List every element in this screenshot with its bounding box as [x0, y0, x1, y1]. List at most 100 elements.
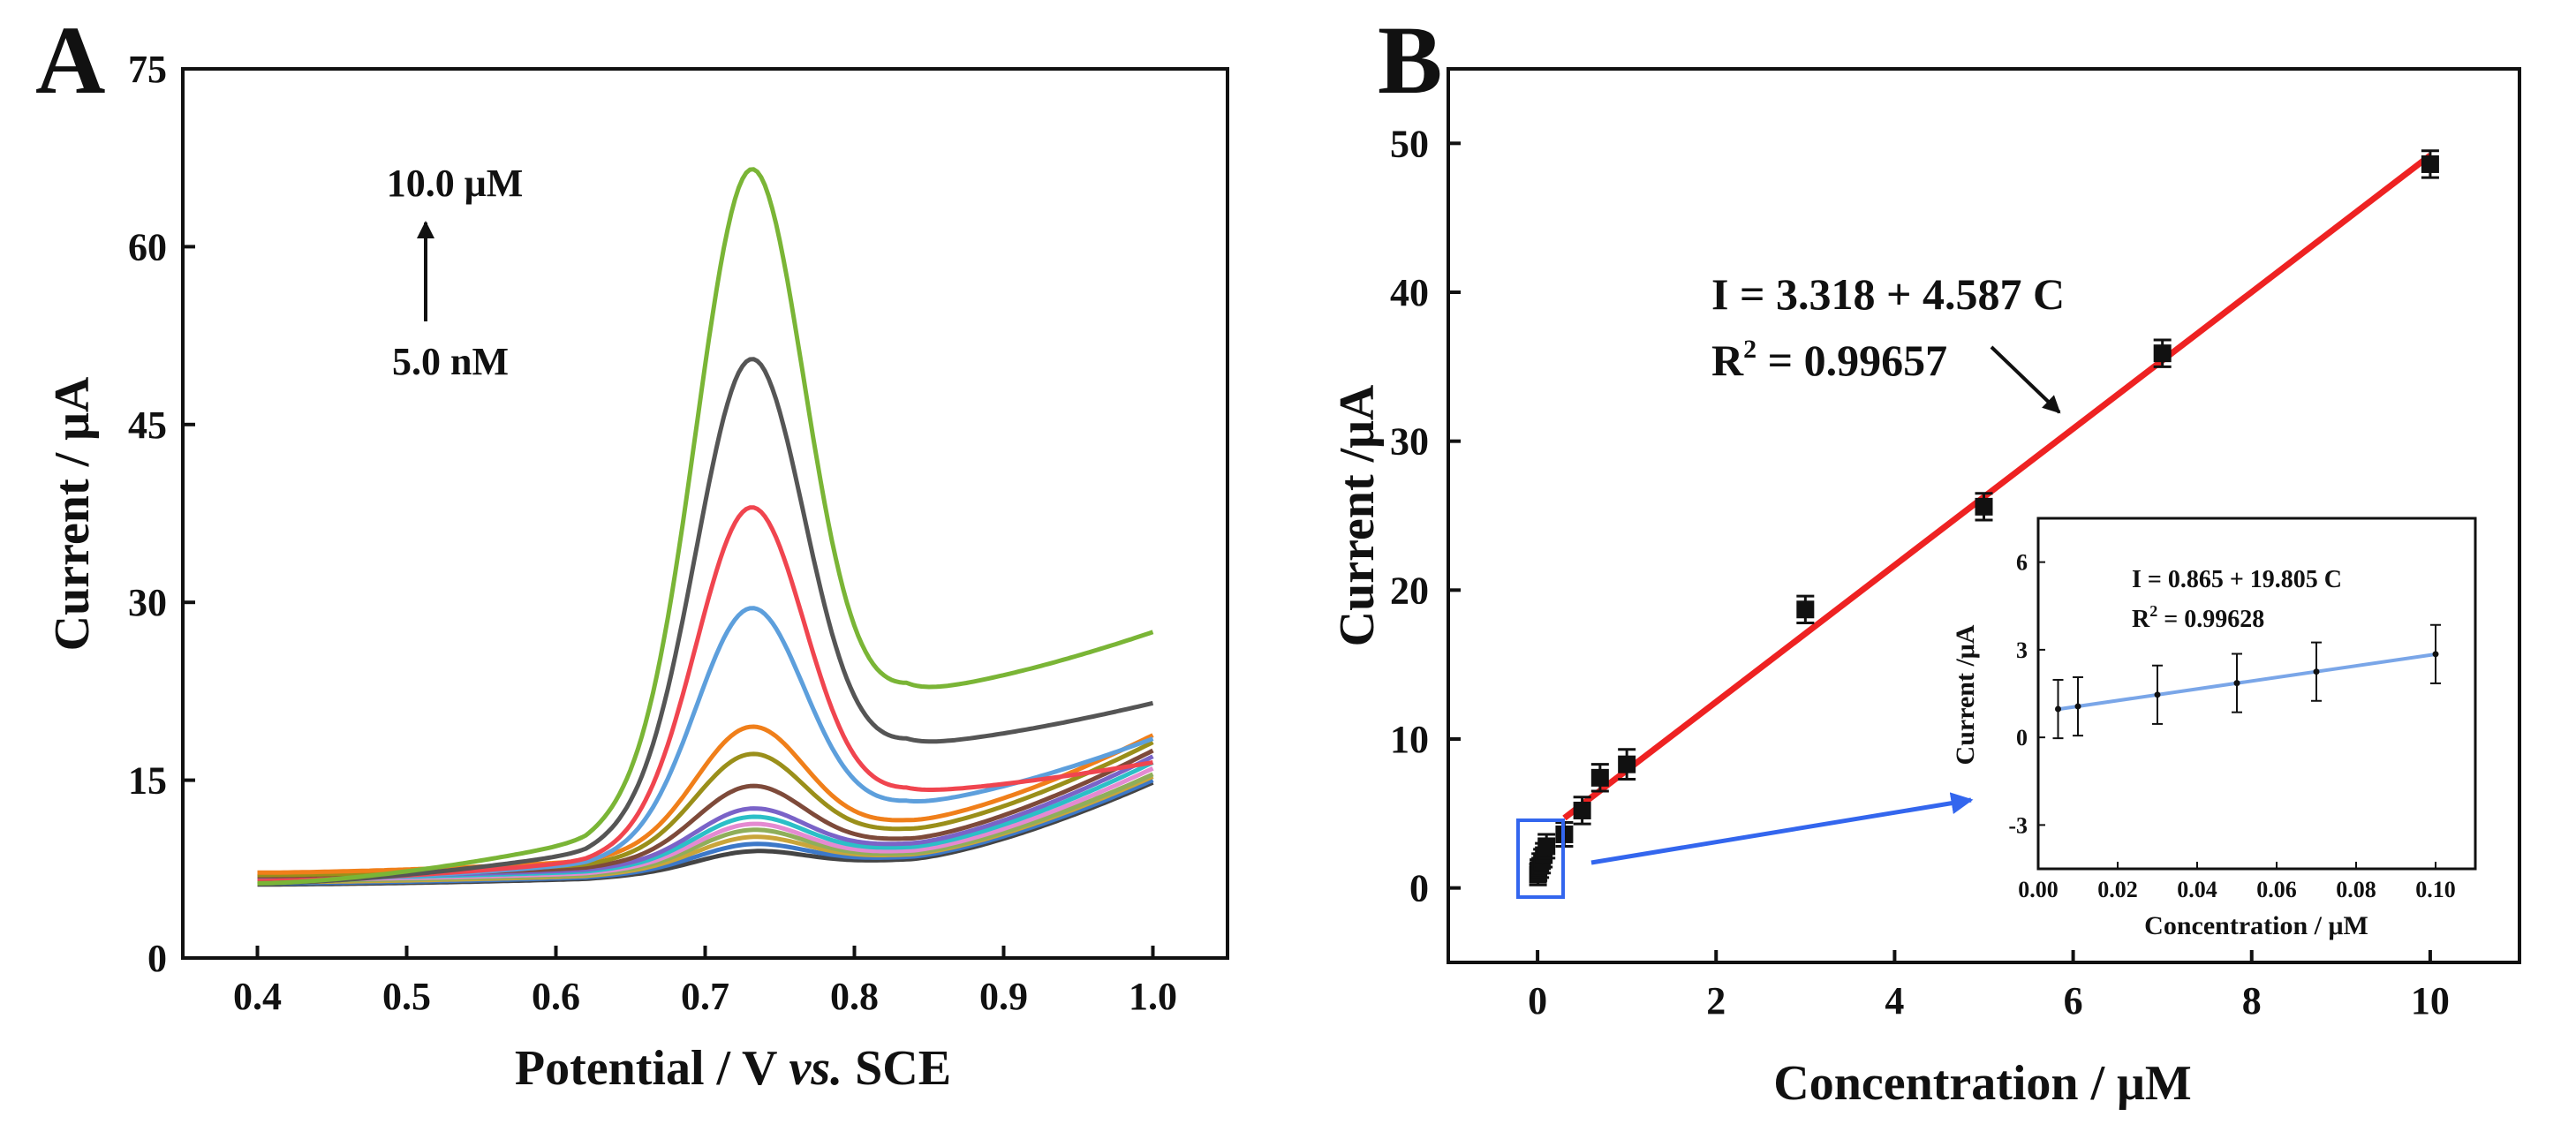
panel-b-y-axis: 0 10 20 30 40 50 [1390, 122, 1461, 910]
inset-fit-group [2058, 653, 2436, 712]
inset-data-point [2073, 675, 2083, 737]
panel-a-x-title-main: Potential / V [515, 1041, 789, 1096]
panel-a-y-axis-title: Current / μA [45, 376, 100, 651]
panel-b-x-tick-label: 8 [2242, 979, 2262, 1022]
inset-marker [2313, 668, 2320, 675]
panel-b-inset: -3 0 3 6 0.00 0.02 0.04 0.06 0.08 0.10 I = 0.865… [1951, 517, 2477, 940]
inset-x-tick-label: 0.04 [2177, 877, 2217, 902]
inset-x-axis: 0.00 0.02 0.04 0.06 0.08 0.10 [2018, 862, 2456, 902]
panel-a-x-tick-label: 0.8 [830, 975, 879, 1018]
inset-r2-sup: 2 [2149, 602, 2157, 620]
panel-b-x-tick-label: 4 [1885, 979, 1904, 1022]
panel-b-data-point [1618, 748, 1636, 781]
panel-b-r2-sup: 2 [1743, 335, 1756, 364]
inset-r2-value: = 0.99628 [2157, 606, 2264, 633]
panel-a-y-tick-label: 75 [128, 48, 167, 91]
panel-a-x-axis-title: Potential / V vs. SCE [515, 1041, 951, 1096]
panel-b-low-range-highlight [1516, 818, 1565, 899]
panel-a-label: A [35, 6, 105, 114]
panel-b-x-tick-label: 10 [2411, 979, 2450, 1022]
panel-b-y-tick-label: 30 [1390, 420, 1429, 464]
panel-b-data-point [1796, 594, 1815, 624]
panel-b-data-point [1590, 763, 1609, 793]
panel-a-annotation-top: 10.0 μM [387, 162, 523, 205]
inset-y-tick-label: 0 [2016, 725, 2028, 751]
panel-b-r-squared: R2 = 0.99657 [1711, 335, 1947, 385]
inset-x-tick-label: 0.02 [2097, 877, 2138, 902]
panel-a-y-tick-label: 0 [147, 937, 167, 980]
panel-b-x-axis-title: Concentration / μM [1773, 1056, 2191, 1111]
panel-b-label: B [1378, 6, 1442, 114]
inset-marker [2233, 680, 2240, 687]
panel-b-fit-arrow [1990, 345, 2061, 414]
inset-marker [2055, 705, 2061, 713]
panel-b-r2-prefix: R [1711, 336, 1744, 385]
panel-a-x-title-italic: vs. [789, 1041, 843, 1096]
panel-b-x-tick-label: 2 [1706, 979, 1726, 1022]
panel-a-y-tick-label: 30 [128, 581, 167, 624]
panel-a-x-tick-label: 0.9 [979, 975, 1028, 1018]
panel-b-marker [1975, 497, 1993, 516]
panel-a-x-axis: 0.4 0.5 0.6 0.7 0.8 0.9 1.0 [233, 946, 1177, 1018]
inset-data-point [2311, 641, 2322, 702]
panel-a: A 0 15 30 45 60 75 0.4 0.5 0.6 0.7 0.8 0.9 1.0 Curr… [35, 6, 1229, 1096]
inset-data-point [2232, 653, 2242, 713]
inset-marker [2432, 651, 2439, 658]
panel-b-x-tick-label: 0 [1528, 979, 1547, 1022]
panel-a-x-tick-label: 0.4 [233, 975, 282, 1018]
panel-b-marker [2153, 344, 2172, 363]
panel-a-y-tick-label: 15 [128, 759, 167, 803]
panel-a-x-tick-label: 0.6 [532, 975, 580, 1018]
inset-data-point [2152, 664, 2163, 725]
panel-a-y-tick-label: 45 [128, 404, 167, 447]
inset-y-axis-title: Current /μA [1951, 624, 1980, 765]
inset-r-squared: R2 = 0.99628 [2132, 602, 2264, 633]
panel-b-fit-group [1562, 153, 2433, 821]
panel-a-x-tick-label: 0.5 [382, 975, 431, 1018]
inset-y-axis: -3 0 3 6 [2008, 550, 2045, 838]
inset-plot-frame [2036, 517, 2477, 871]
panel-b-y-tick-label: 0 [1409, 867, 1429, 910]
panel-b-y-tick-label: 10 [1390, 718, 1429, 761]
panel-b-x-tick-label: 6 [2064, 979, 2083, 1022]
panel-b-zoom-arrow [1590, 792, 1974, 865]
panel-a-y-tick-label: 60 [128, 225, 167, 268]
panel-b-data-point [2421, 149, 2439, 179]
panel-b-y-axis-title: Current /μA [1330, 384, 1385, 646]
panel-a-curves [257, 167, 1154, 887]
panel-b-marker [1618, 755, 1636, 773]
inset-x-axis-title: Concentration / μM [2144, 911, 2368, 940]
panel-b-plot-frame [1447, 67, 2521, 964]
panel-b-y-tick-label: 20 [1390, 569, 1429, 612]
panel-b-marker [1590, 768, 1609, 787]
panel-b-fit-line [1562, 153, 2433, 821]
inset-equation: I = 0.865 + 19.805 C [2132, 566, 2342, 593]
inset-points [2052, 623, 2441, 740]
panel-b-data-point [2153, 338, 2172, 368]
inset-data-point [2430, 623, 2441, 684]
inset-x-tick-label: 0.10 [2415, 877, 2456, 902]
panel-a-x-tick-label: 0.7 [681, 975, 729, 1018]
panel-b-data-point [1975, 492, 1993, 522]
panel-a-y-axis: 0 15 30 45 60 75 [128, 48, 195, 980]
panel-b-equation: I = 3.318 + 4.587 C [1711, 269, 2065, 319]
inset-r2-prefix: R [2132, 606, 2150, 633]
panel-a-curve [257, 167, 1154, 886]
panel-b-marker [1573, 801, 1591, 819]
inset-y-tick-label: 6 [2016, 550, 2028, 576]
inset-marker [2154, 691, 2161, 698]
panel-b-marker [1537, 837, 1556, 856]
inset-x-tick-label: 0.00 [2018, 877, 2059, 902]
panel-b-x-axis: 0 2 4 6 8 10 [1528, 950, 2450, 1022]
inset-fit-line [2058, 653, 2436, 712]
panel-b-data-point [1573, 796, 1591, 826]
panel-a-curve [257, 357, 1154, 886]
inset-y-tick-label: -3 [2008, 812, 2028, 838]
panel-a-x-title-tail: SCE [842, 1041, 951, 1096]
panel-b-r2-value: = 0.99657 [1756, 336, 1947, 385]
inset-marker [2074, 703, 2081, 710]
inset-x-tick-label: 0.06 [2256, 877, 2297, 902]
panel-b-marker [2421, 155, 2439, 173]
